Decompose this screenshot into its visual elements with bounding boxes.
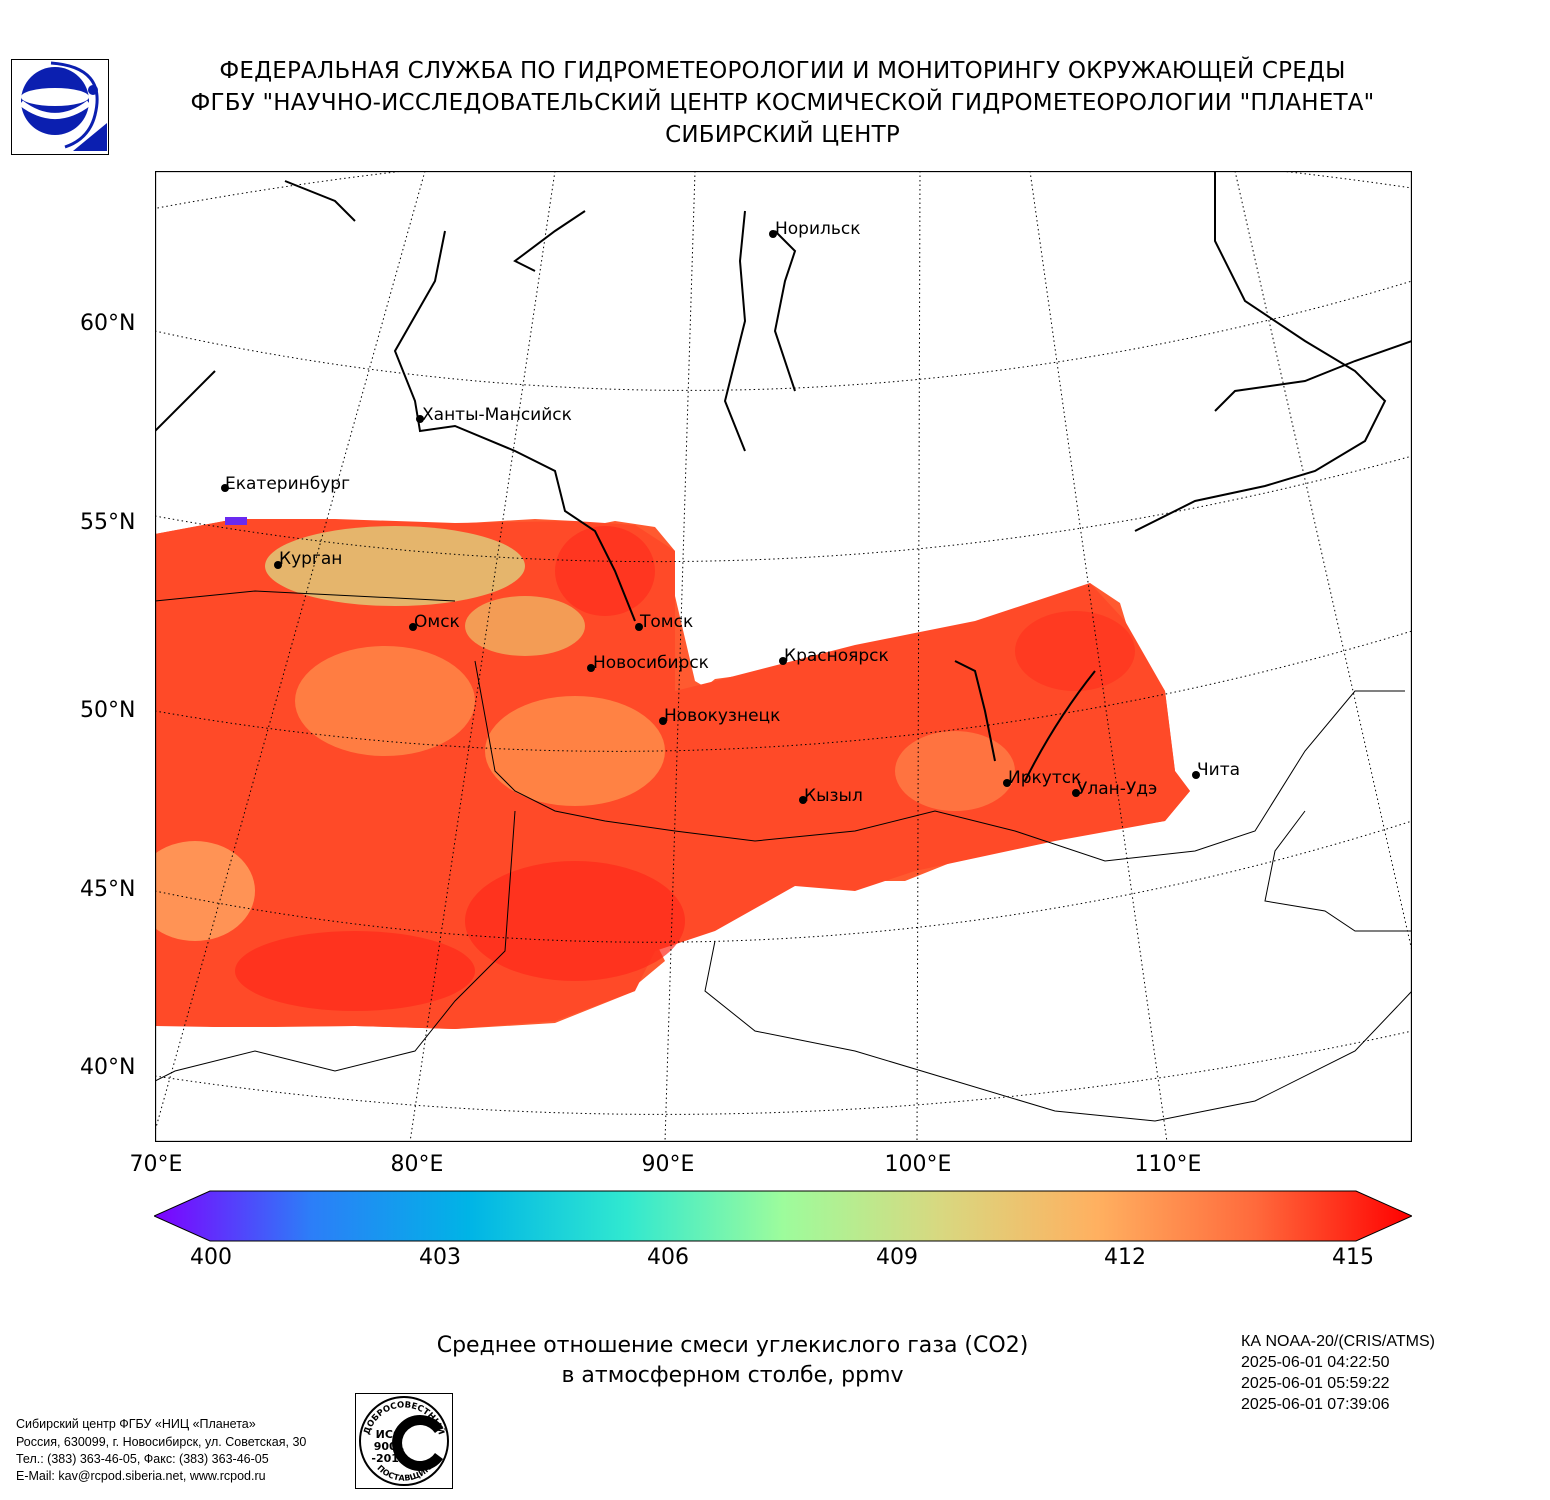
svg-text:Красноярск: Красноярск — [784, 646, 889, 666]
lon-label-80: 80°E — [390, 1152, 444, 1177]
svg-text:ИСО: ИСО — [376, 1428, 403, 1441]
address-line-1: Сибирский центр ФГБУ «НИЦ «Планета» — [16, 1417, 256, 1431]
lat-label-60: 60°N — [80, 311, 136, 336]
colorbar-tick-412: 412 — [1104, 1245, 1146, 1270]
lon-label-70: 70°E — [129, 1152, 183, 1177]
colorbar-tick-409: 409 — [876, 1245, 918, 1270]
city-novosibirsk: Новосибирск — [587, 653, 709, 673]
city-norilsk: Норильск — [769, 219, 861, 239]
svg-text:Новосибирск: Новосибирск — [593, 653, 709, 673]
header-line-1: ФЕДЕРАЛЬНАЯ СЛУЖБА ПО ГИДРОМЕТЕОРОЛОГИИ … — [219, 58, 1346, 84]
co2-field-main — [155, 519, 1190, 1029]
svg-text:Новокузнецк: Новокузнецк — [664, 706, 780, 726]
satellite-time-3: 2025-06-01 07:39:06 — [1241, 1396, 1390, 1413]
city-yekaterinburg: Екатеринбург — [221, 474, 350, 494]
svg-text:Норильск: Норильск — [775, 219, 861, 239]
city-irkutsk: Иркутск — [1003, 768, 1081, 788]
city-krasnoyarsk: Красноярск — [779, 646, 889, 666]
address-line-3: Тел.: (383) 363-46-05, Факс: (383) 363-4… — [16, 1452, 269, 1466]
city-khanty-mansiysk: Ханты-Мансийск — [416, 405, 572, 425]
satellite-time-2: 2025-06-01 05:59:22 — [1241, 1375, 1390, 1392]
lon-label-90: 90°E — [641, 1152, 695, 1177]
city-tomsk: Томск — [635, 612, 693, 632]
svg-text:Омск: Омск — [414, 612, 460, 632]
header-line-3: СИБИРСКИЙ ЦЕНТР — [665, 122, 900, 148]
svg-text:Иркутск: Иркутск — [1008, 768, 1081, 788]
svg-text:-2015: -2015 — [371, 1452, 406, 1465]
svg-text:Екатеринбург: Екатеринбург — [225, 474, 350, 494]
colorbar-tick-406: 406 — [647, 1245, 689, 1270]
city-ulan-ude: Улан-Удэ — [1072, 779, 1157, 799]
header-line-2: ФГБУ "НАУЧНО-ИССЛЕДОВАТЕЛЬСКИЙ ЦЕНТР КОС… — [190, 90, 1375, 116]
satellite-name: КА NOAA-20/(CRIS/ATMS) — [1241, 1333, 1435, 1350]
svg-text:Томск: Томск — [639, 612, 693, 632]
svg-text:Чита: Чита — [1197, 760, 1240, 780]
svg-text:Кызыл: Кызыл — [804, 786, 863, 806]
city-novokuznetsk: Новокузнецк — [659, 706, 780, 726]
colorbar — [154, 1190, 1412, 1242]
satellite-time-1: 2025-06-01 04:22:50 — [1241, 1354, 1390, 1371]
city-chita: Чита — [1192, 760, 1240, 780]
map-panel: Норильск Ханты-Мансийск Екатеринбург Кур… — [155, 171, 1412, 1142]
caption-line-1: Среднее отношение смеси углекислого газа… — [436, 1333, 1029, 1358]
lon-label-110: 110°E — [1134, 1152, 1202, 1177]
lat-label-45: 45°N — [80, 877, 136, 902]
planeta-logo-icon — [11, 59, 109, 155]
lat-label-40: 40°N — [80, 1055, 136, 1080]
caption-line-2: в атмосферном столбе, ppmv — [561, 1363, 904, 1388]
lat-label-50: 50°N — [80, 698, 136, 723]
svg-text:9001: 9001 — [374, 1440, 405, 1453]
svg-text:Ханты-Мансийск: Ханты-Мансийск — [422, 405, 572, 425]
lat-label-55: 55°N — [80, 510, 136, 535]
iso-stamp-icon: ДОБРОСОВЕСТНЫЙ ПОСТАВЩИК ИСО 9001 -2015 — [355, 1393, 453, 1489]
colorbar-tick-400: 400 — [190, 1245, 232, 1270]
colorbar-tick-415: 415 — [1332, 1245, 1374, 1270]
colorbar-tick-403: 403 — [419, 1245, 461, 1270]
address-line-2: Россия, 630099, г. Новосибирск, ул. Сове… — [16, 1435, 307, 1449]
svg-text:Улан-Удэ: Улан-Удэ — [1077, 779, 1157, 799]
address-line-4: E-Mail: kav@rcpod.siberia.net, www.rcpod… — [16, 1469, 266, 1483]
city-kyzyl: Кызыл — [799, 786, 863, 806]
city-omsk: Омск — [409, 612, 460, 632]
svg-text:Курган: Курган — [279, 549, 342, 569]
city-kurgan: Курган — [274, 549, 342, 569]
lon-label-100: 100°E — [884, 1152, 952, 1177]
